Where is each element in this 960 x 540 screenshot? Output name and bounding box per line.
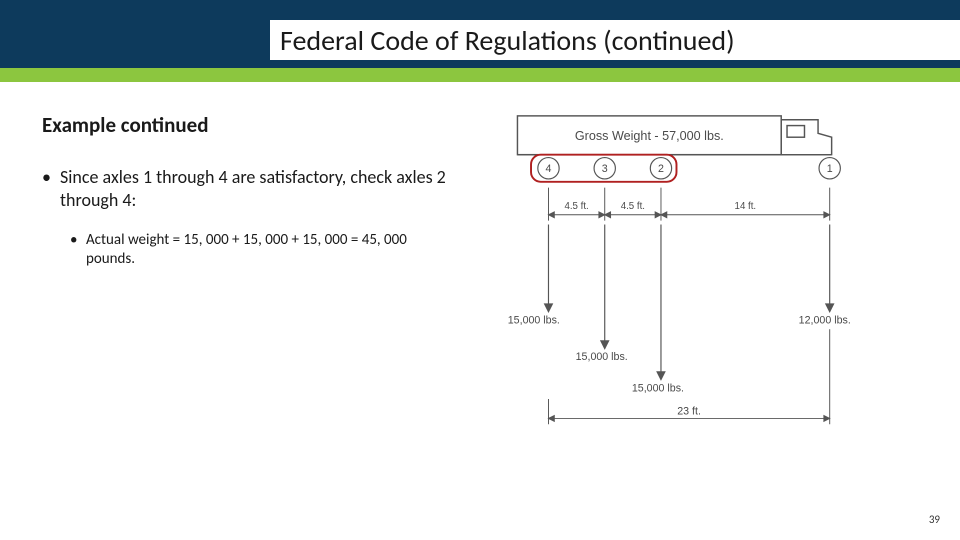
content-area: Example continued Since axles 1 through … <box>0 82 960 437</box>
title-overlay: Federal Code of Regulations (continued) <box>270 20 960 60</box>
axle-diagram: Gross Weight - 57,000 lbs. 4 <box>472 112 912 432</box>
axle-labels: 4 3 2 1 <box>538 158 841 179</box>
svg-text:4.5 ft.: 4.5 ft. <box>564 201 588 212</box>
truck-cab <box>781 120 831 155</box>
svg-text:4.5 ft.: 4.5 ft. <box>621 201 645 212</box>
gross-weight-label: Gross Weight - 57,000 lbs. <box>575 129 724 143</box>
diagram-column: Gross Weight - 57,000 lbs. 4 <box>472 112 922 437</box>
svg-text:23 ft.: 23 ft. <box>677 406 701 418</box>
bullet-main: Since axles 1 through 4 are satisfactory… <box>42 166 452 213</box>
svg-text:1: 1 <box>827 163 833 175</box>
svg-text:15,000 lbs.: 15,000 lbs. <box>508 314 560 326</box>
svg-text:12,000 lbs.: 12,000 lbs. <box>799 314 851 326</box>
svg-text:2: 2 <box>658 163 664 175</box>
subheading: Example continued <box>42 112 452 138</box>
svg-text:15,000 lbs.: 15,000 lbs. <box>632 382 684 394</box>
svg-text:14 ft.: 14 ft. <box>735 201 757 212</box>
svg-text:4: 4 <box>546 163 552 175</box>
page-number: 39 <box>929 513 940 526</box>
axle-spacing-dims: 4.5 ft. 4.5 ft. 14 ft. <box>548 188 829 221</box>
wheels <box>541 160 838 176</box>
svg-text:3: 3 <box>602 163 608 175</box>
page-title: Federal Code of Regulations (continued) <box>280 23 735 58</box>
bullet-sub: Actual weight = 15, 000 + 15, 000 + 15, … <box>42 231 452 270</box>
accent-band <box>0 68 960 82</box>
svg-text:15,000 lbs.: 15,000 lbs. <box>576 351 628 363</box>
weight-arrows: 15,000 lbs. 15,000 lbs. 15,000 lbs. 12,0… <box>508 224 851 394</box>
text-column: Example continued Since axles 1 through … <box>42 112 472 437</box>
total-span-dim: 23 ft. <box>548 329 829 424</box>
